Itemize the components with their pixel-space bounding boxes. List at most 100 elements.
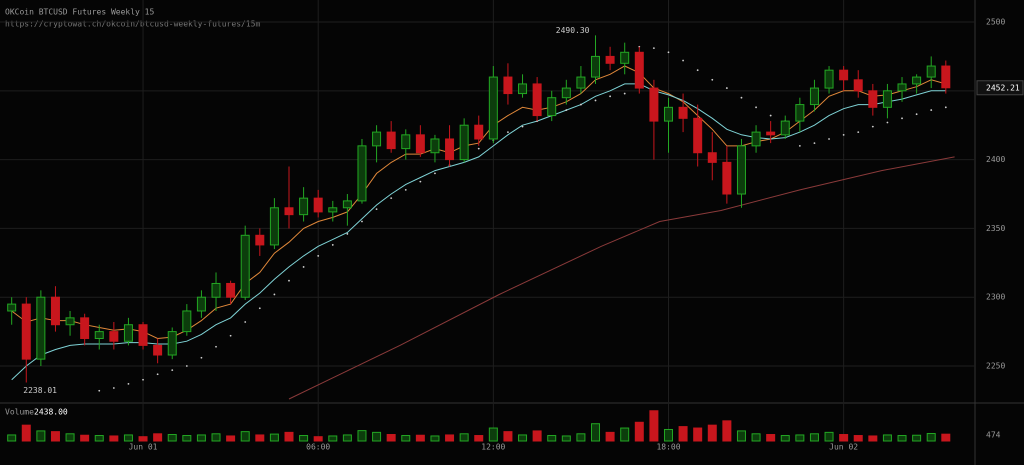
candle-body — [780, 120, 790, 136]
indicator-line — [288, 156, 955, 400]
volume-current: 2438.00 — [34, 408, 68, 417]
candle-body — [226, 282, 236, 298]
sar-dot — [112, 387, 115, 389]
indicator-line — [11, 83, 946, 381]
candle-body — [255, 234, 265, 246]
candle-body — [488, 76, 498, 140]
candle-body — [912, 76, 922, 85]
low-annotation: 2238.01 — [23, 386, 57, 395]
candle-body — [824, 69, 834, 89]
candle-body — [663, 106, 673, 122]
high-annotation: 2490.30 — [556, 26, 590, 35]
sar-dot — [317, 255, 320, 257]
volume-bar — [36, 430, 46, 442]
volume-bar — [882, 434, 892, 442]
candle-body — [926, 65, 936, 78]
candle-body — [313, 197, 323, 213]
volume-label: Volume — [5, 408, 34, 417]
candle-body — [109, 331, 119, 342]
volume-bar — [853, 435, 863, 442]
sar-dot — [769, 114, 772, 117]
candle-body — [474, 124, 484, 140]
sar-dot — [886, 121, 889, 124]
sar-dot — [361, 220, 363, 223]
sar-dot — [229, 334, 232, 337]
sar-dot — [930, 109, 933, 111]
sar-dot — [185, 365, 188, 367]
volume-bar — [65, 433, 75, 442]
candle-body — [722, 161, 732, 195]
sar-dot — [98, 389, 101, 392]
sar-dot — [594, 99, 597, 102]
volume-bar — [80, 434, 90, 442]
volume-bar — [663, 428, 673, 442]
sar-dot — [390, 197, 393, 200]
candle-body — [649, 87, 659, 122]
candle-body — [196, 296, 206, 312]
candle-body — [401, 134, 411, 150]
sar-dot — [755, 106, 757, 109]
volume-bar — [707, 424, 717, 442]
sar-dot — [434, 172, 436, 175]
volume-bar — [401, 435, 411, 442]
sar-dot — [302, 266, 305, 268]
volume-bar — [240, 431, 250, 442]
candle-body — [328, 207, 338, 213]
y-tick-label: 2300 — [986, 293, 1005, 302]
sar-dot — [740, 96, 743, 99]
volume-bar — [605, 431, 615, 442]
volume-bar — [94, 435, 104, 442]
y-tick-label: 2500 — [986, 18, 1005, 27]
sar-dot — [915, 113, 918, 116]
candle-body — [736, 145, 746, 195]
sar-dot — [711, 78, 714, 81]
volume-bar — [328, 435, 338, 442]
sar-dot — [580, 103, 582, 106]
volume-bar — [824, 431, 834, 442]
candle-body — [94, 331, 104, 339]
candle-body — [882, 90, 892, 108]
sar-dot — [507, 131, 509, 133]
y-tick-label: 2400 — [986, 155, 1005, 164]
sar-dot — [652, 47, 655, 50]
volume-bar — [342, 434, 352, 442]
sar-dot — [521, 125, 524, 128]
candle-body — [809, 87, 819, 106]
volume-bar — [299, 435, 309, 442]
volume-bar — [897, 435, 907, 442]
volume-bar — [912, 434, 922, 442]
sar-dot — [667, 51, 670, 54]
candle-body — [415, 134, 425, 154]
candle-body — [634, 51, 644, 89]
sar-dot — [609, 95, 612, 98]
candle-body — [21, 303, 31, 360]
x-tick-label: Jun 01 — [129, 443, 158, 452]
volume-bar — [269, 433, 279, 442]
candle-body — [153, 344, 163, 356]
sar-dot — [331, 244, 334, 246]
volume-bar — [386, 434, 396, 442]
sar-dot — [813, 142, 816, 145]
last-price-label: 2452.21 — [986, 83, 1020, 92]
x-tick-label: 18:00 — [656, 443, 680, 452]
candle-body — [766, 131, 776, 136]
volume-bar — [474, 435, 484, 442]
candle-body — [211, 282, 221, 298]
sar-dot — [842, 133, 845, 136]
volume-bar — [182, 435, 192, 442]
volume-bar — [780, 435, 790, 442]
candle-body — [605, 55, 615, 64]
volume-bar — [809, 433, 819, 442]
sar-dot — [682, 59, 684, 62]
volume-bar — [941, 433, 951, 442]
sar-dot — [127, 383, 130, 385]
candle-body — [795, 104, 805, 122]
volume-bar — [561, 435, 571, 442]
volume-bar — [751, 433, 761, 442]
volume-bar — [620, 427, 630, 442]
sar-dot — [725, 87, 728, 89]
candle-body — [591, 55, 601, 78]
candle-body — [561, 87, 571, 99]
candle-body — [50, 296, 60, 326]
